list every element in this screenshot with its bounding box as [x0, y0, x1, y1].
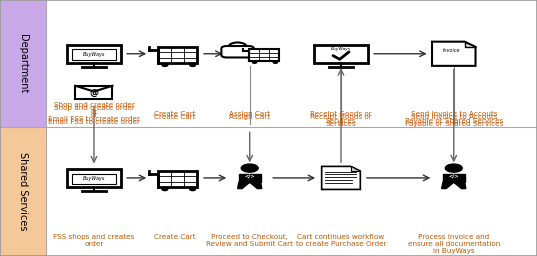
Circle shape	[445, 164, 462, 172]
Text: FSS shops and creates
order: FSS shops and creates order	[53, 234, 135, 247]
Circle shape	[273, 61, 278, 63]
Polygon shape	[238, 182, 250, 189]
Text: BuyWays: BuyWays	[83, 176, 105, 181]
FancyBboxPatch shape	[72, 174, 116, 184]
Text: Create Cart: Create Cart	[154, 114, 195, 120]
FancyBboxPatch shape	[68, 45, 120, 63]
Polygon shape	[351, 166, 360, 171]
Polygon shape	[454, 182, 466, 189]
Bar	[0, 0, 46, 127]
Text: @: @	[90, 89, 98, 98]
Circle shape	[162, 64, 168, 66]
Text: Invoice: Invoice	[442, 48, 460, 54]
Text: Assign Cart: Assign Cart	[229, 111, 270, 117]
Circle shape	[252, 61, 257, 63]
Polygon shape	[239, 174, 260, 182]
FancyBboxPatch shape	[315, 45, 367, 63]
Bar	[0, 127, 46, 256]
FancyBboxPatch shape	[242, 174, 258, 178]
Text: BuyWays: BuyWays	[83, 52, 105, 57]
FancyBboxPatch shape	[249, 49, 279, 61]
Text: BuyWays: BuyWays	[331, 47, 351, 51]
Circle shape	[241, 164, 258, 172]
Circle shape	[190, 188, 195, 190]
FancyBboxPatch shape	[158, 47, 198, 63]
Text: Proceed to Checkout,
Review and Submit Cart: Proceed to Checkout, Review and Submit C…	[206, 234, 293, 247]
FancyBboxPatch shape	[446, 174, 462, 178]
Circle shape	[228, 42, 247, 51]
FancyBboxPatch shape	[76, 86, 112, 99]
Polygon shape	[441, 182, 454, 189]
Text: Shop and create order
or
Email FSS to create order: Shop and create order or Email FSS to cr…	[48, 105, 140, 125]
Text: </>: </>	[448, 174, 459, 179]
Text: Assign Cart: Assign Cart	[229, 114, 270, 120]
Text: Receipt Goods or
Services: Receipt Goods or Services	[310, 114, 372, 127]
FancyBboxPatch shape	[158, 171, 198, 187]
Circle shape	[190, 64, 195, 66]
Polygon shape	[432, 42, 476, 66]
Text: Department: Department	[18, 34, 28, 93]
Polygon shape	[443, 174, 465, 182]
Text: Send Invoice to Accouts
Payable or Shared Services: Send Invoice to Accouts Payable or Share…	[404, 114, 503, 127]
Polygon shape	[465, 42, 476, 47]
Text: Create Cart: Create Cart	[154, 111, 195, 117]
Circle shape	[162, 188, 168, 190]
FancyBboxPatch shape	[68, 169, 120, 187]
Text: Send Invoice to Accouts
Payable or Shared Services: Send Invoice to Accouts Payable or Share…	[404, 111, 503, 124]
FancyBboxPatch shape	[72, 49, 116, 60]
Text: Create Cart: Create Cart	[154, 234, 195, 240]
Text: Shop and create order
or
Email FSS to create order: Shop and create order or Email FSS to cr…	[48, 102, 140, 122]
Text: Receipt Goods or
Services: Receipt Goods or Services	[310, 111, 372, 124]
Text: </>: </>	[244, 174, 255, 179]
Text: Process Invoice and
ensure all documentation
in BuyWays: Process Invoice and ensure all documenta…	[408, 234, 500, 254]
Polygon shape	[322, 166, 360, 189]
Text: Cart continues workflow
to create Purchase Order: Cart continues workflow to create Purcha…	[296, 234, 386, 247]
Polygon shape	[250, 182, 262, 189]
FancyBboxPatch shape	[221, 46, 254, 57]
Text: Shared Services: Shared Services	[18, 152, 28, 231]
